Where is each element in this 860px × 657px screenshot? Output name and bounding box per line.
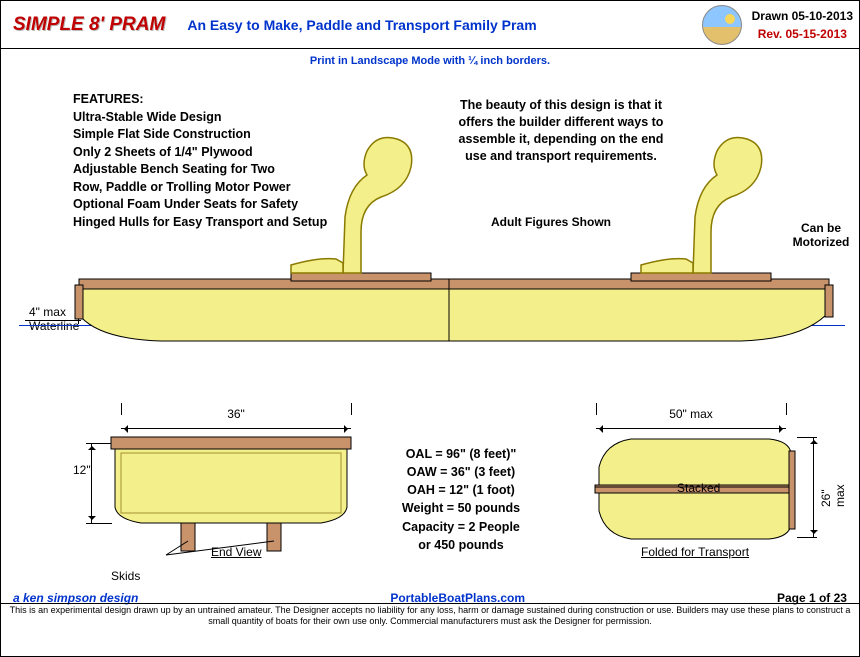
disclaimer-text: This is an experimental design drawn up …: [1, 603, 859, 627]
folded-label: Folded for Transport: [641, 545, 749, 559]
page-title: SIMPLE 8' PRAM: [13, 14, 165, 36]
drawn-date: Drawn 05-10-2013: [752, 7, 853, 25]
spec-line: OAL = 96" (8 feet)": [361, 445, 561, 463]
header-bar: SIMPLE 8' PRAM An Easy to Make, Paddle a…: [1, 1, 859, 49]
print-note: Print in Landscape Mode with ¼ inch bord…: [1, 55, 859, 67]
folded-height-dim-line: [813, 437, 814, 537]
rev-date: Rev. 05-15-2013: [752, 25, 853, 43]
end-view-diagram: [71, 397, 371, 567]
stacked-label: Stacked: [677, 481, 720, 495]
features-heading: FEATURES:: [73, 91, 327, 109]
spec-line: OAW = 36" (3 feet): [361, 463, 561, 481]
date-block: Drawn 05-10-2013 Rev. 05-15-2013: [752, 7, 853, 43]
spec-line: Capacity = 2 People: [361, 518, 561, 536]
main-diagram-area: FEATURES: Ultra-Stable Wide Design Simpl…: [1, 67, 859, 627]
spec-line: OAH = 12" (1 foot): [361, 481, 561, 499]
page-subtitle: An Easy to Make, Paddle and Transport Fa…: [187, 17, 701, 33]
folded-view-diagram: [569, 397, 809, 547]
end-view-label: End View: [211, 545, 261, 559]
logo-icon: [702, 5, 742, 45]
side-view-diagram: [61, 117, 851, 347]
spec-line: Weight = 50 pounds: [361, 499, 561, 517]
skids-label: Skids: [111, 569, 140, 583]
spec-line: or 450 pounds: [361, 536, 561, 554]
folded-height-dim: 26" max: [819, 467, 847, 507]
specs-block: OAL = 96" (8 feet)" OAW = 36" (3 feet) O…: [361, 445, 561, 554]
